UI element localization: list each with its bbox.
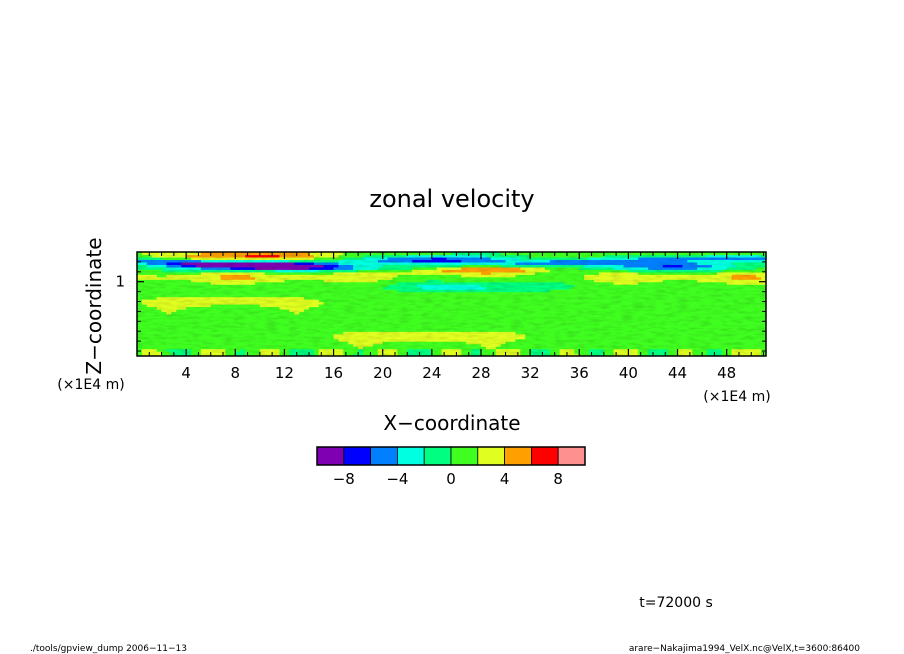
plot-area bbox=[137, 252, 766, 356]
chart-title: zonal velocity bbox=[369, 185, 534, 213]
